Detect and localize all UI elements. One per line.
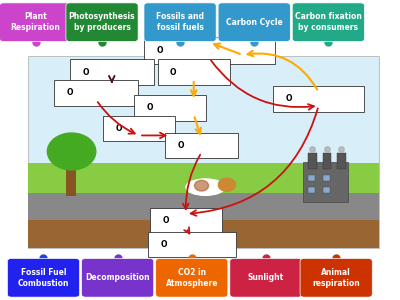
FancyBboxPatch shape: [66, 3, 138, 41]
Bar: [28, 164, 379, 196]
Bar: [66, 162, 76, 196]
Circle shape: [47, 133, 96, 170]
Bar: [303, 162, 348, 202]
Text: Fossils and
fossil fuels: Fossils and fossil fuels: [156, 13, 204, 32]
Text: O: O: [67, 88, 73, 98]
FancyBboxPatch shape: [134, 95, 206, 121]
Text: CO2 in
Atmosphere: CO2 in Atmosphere: [166, 268, 218, 287]
Text: O: O: [156, 46, 163, 55]
Circle shape: [194, 180, 208, 191]
Text: Sunlight: Sunlight: [248, 273, 284, 282]
Text: Carbon fixation
by consumers: Carbon fixation by consumers: [295, 13, 362, 32]
FancyBboxPatch shape: [150, 208, 222, 233]
Bar: [322, 153, 331, 169]
FancyBboxPatch shape: [300, 259, 372, 297]
Bar: [322, 187, 330, 193]
Ellipse shape: [186, 179, 225, 195]
Circle shape: [218, 178, 236, 191]
Bar: [28, 220, 379, 248]
Text: O: O: [162, 216, 169, 225]
Text: Plant
Respiration: Plant Respiration: [11, 13, 61, 32]
Text: O: O: [285, 94, 292, 103]
FancyBboxPatch shape: [158, 59, 230, 85]
FancyBboxPatch shape: [166, 133, 238, 158]
FancyBboxPatch shape: [230, 259, 302, 297]
Text: O: O: [170, 68, 177, 76]
Text: Photosynthesis
by producers: Photosynthesis by producers: [69, 13, 135, 32]
Text: O: O: [178, 141, 184, 150]
Bar: [308, 175, 315, 181]
FancyBboxPatch shape: [7, 259, 80, 297]
Text: Animal
respiration: Animal respiration: [312, 268, 360, 287]
FancyBboxPatch shape: [144, 37, 275, 64]
Text: Decomposition: Decomposition: [85, 273, 150, 282]
FancyBboxPatch shape: [218, 3, 290, 41]
FancyBboxPatch shape: [144, 3, 216, 41]
Bar: [308, 153, 317, 169]
FancyBboxPatch shape: [273, 86, 364, 112]
Text: O: O: [82, 68, 89, 76]
FancyBboxPatch shape: [82, 259, 154, 297]
FancyBboxPatch shape: [156, 259, 228, 297]
Bar: [337, 153, 346, 169]
Text: O: O: [147, 103, 153, 112]
Text: O: O: [160, 240, 167, 249]
FancyBboxPatch shape: [292, 3, 364, 41]
Bar: [28, 56, 379, 248]
FancyBboxPatch shape: [54, 80, 138, 106]
Text: O: O: [116, 124, 122, 133]
FancyBboxPatch shape: [70, 59, 154, 85]
FancyBboxPatch shape: [103, 116, 175, 141]
Bar: [308, 187, 315, 193]
FancyBboxPatch shape: [0, 3, 72, 41]
Bar: [28, 193, 379, 221]
Bar: [322, 175, 330, 181]
Text: Fossil Fuel
Combustion: Fossil Fuel Combustion: [18, 268, 69, 287]
Text: Carbon Cycle: Carbon Cycle: [226, 18, 282, 27]
FancyBboxPatch shape: [148, 232, 236, 257]
